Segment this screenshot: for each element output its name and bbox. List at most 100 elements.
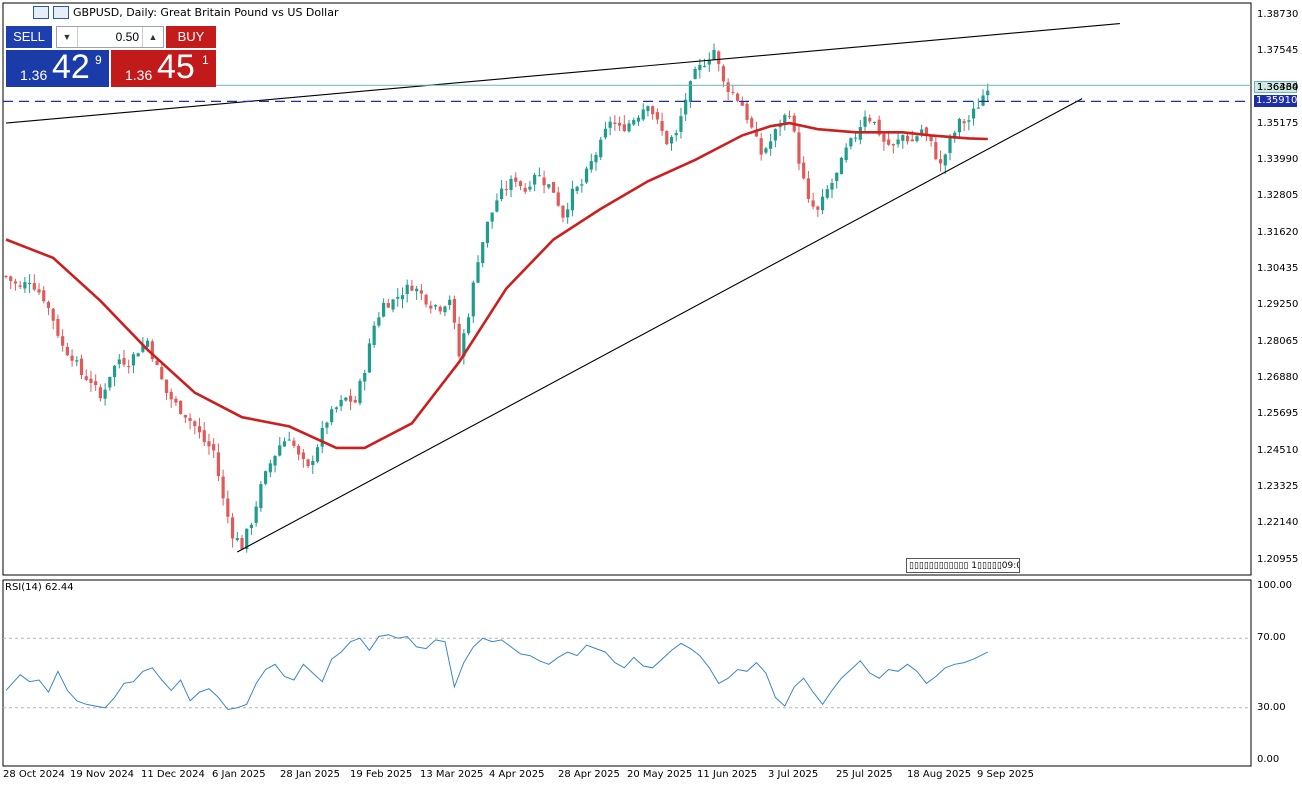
candle-body (665, 130, 669, 145)
candle-body (622, 124, 626, 132)
candle-body (636, 117, 641, 122)
x-tick-label: 28 Jan 2025 (280, 769, 340, 780)
y-tick-label: 1.22140 (1257, 517, 1299, 529)
bid-price-display[interactable]: 1.36 42 9 (6, 48, 109, 87)
candle-body (344, 397, 348, 401)
x-tick-label: 18 Aug 2025 (907, 769, 972, 780)
candle-body (136, 353, 140, 357)
lot-size-stepper[interactable]: ▼ 0.50 ▲ (56, 26, 164, 48)
candle-body (485, 221, 490, 243)
candle-body (962, 121, 966, 124)
candle-body (561, 205, 565, 218)
buy-button[interactable]: BUY (166, 26, 216, 48)
trendline-2[interactable] (237, 98, 1083, 553)
candle-body (736, 93, 740, 101)
rsi-pane-border (2, 579, 1252, 767)
candle-body (396, 296, 400, 299)
candle-body (660, 121, 664, 131)
candle-body (533, 174, 537, 185)
time-flag: ▯▯▯▯▯▯▯▯▯▯▯▯ 1▯▯▯▯▯09:00 (906, 558, 1020, 573)
candle-body (924, 127, 928, 136)
candle-body (23, 282, 27, 289)
candle-body (254, 506, 258, 523)
candle-body (972, 108, 976, 119)
lot-decrease-icon[interactable]: ▼ (57, 27, 78, 47)
candle-body (688, 81, 692, 102)
chart-menu-icon[interactable] (33, 5, 49, 19)
y-tick-label: 1.28065 (1257, 335, 1299, 347)
candle-body (608, 121, 612, 128)
candle-body (18, 285, 22, 287)
indicator-list-icon[interactable] (53, 5, 69, 19)
candle-body (495, 200, 499, 212)
candle-body (363, 373, 367, 382)
candle-body (287, 439, 291, 441)
candle-body (207, 441, 211, 447)
price-pane-border (2, 2, 1252, 576)
candle-body (514, 177, 518, 182)
candle-body (877, 119, 881, 135)
y-tick-label: 1.20955 (1257, 553, 1299, 565)
candle-body (797, 132, 801, 164)
y-tick-label: 1.37545 (1257, 45, 1299, 57)
candle-body (61, 336, 65, 346)
candle-body (9, 276, 13, 281)
candle-body (419, 290, 423, 294)
candle-body (849, 138, 853, 147)
candle-body (523, 187, 527, 192)
candle-body (448, 299, 452, 306)
candle-body (740, 101, 744, 106)
y-tick-label: 1.35175 (1257, 117, 1299, 129)
lot-increase-icon[interactable]: ▲ (142, 27, 163, 47)
candle-body (98, 387, 102, 399)
candle-body (367, 343, 372, 373)
candle-body (627, 123, 631, 132)
sell-button[interactable]: SELL (6, 26, 52, 48)
candle-body (566, 209, 570, 218)
candle-body (164, 379, 169, 393)
ask-price-display[interactable]: 1.36 45 1 (111, 48, 216, 87)
candle-body (726, 82, 730, 92)
candle-body (929, 134, 933, 141)
candle-body (632, 120, 636, 125)
candle-body (65, 346, 69, 356)
candle-body (410, 285, 414, 291)
price-plot[interactable] (3, 22, 1251, 553)
candle-body (112, 365, 117, 378)
current-price-tag: 1.36434 (1254, 81, 1298, 93)
candle-body (75, 360, 79, 362)
candle-body (802, 162, 806, 179)
candle-body (854, 137, 858, 139)
candle-body (976, 107, 980, 109)
candle-body (297, 445, 301, 455)
candle-body (882, 133, 886, 142)
candle-body (230, 517, 235, 539)
candle-body (920, 129, 924, 136)
candle-body (769, 141, 773, 149)
candle-body (915, 136, 919, 142)
candle-body (197, 426, 202, 433)
candle-body (891, 143, 895, 146)
candle-body (868, 117, 872, 122)
candle-body (721, 66, 726, 82)
x-tick-label: 19 Nov 2024 (70, 769, 135, 780)
candle-body (820, 196, 825, 211)
candle-body (759, 138, 763, 155)
candle-body (551, 181, 556, 193)
candle-body (117, 359, 121, 365)
x-tick-label: 3 Jul 2025 (768, 769, 819, 780)
candle-body (131, 354, 136, 366)
candle-body (778, 125, 782, 128)
trendline-1[interactable] (5, 22, 1120, 124)
rsi-label: RSI(14) 62.44 (5, 582, 74, 593)
lot-size-input[interactable]: 0.50 (115, 30, 139, 44)
candle-body (259, 484, 263, 509)
candle-body (103, 389, 107, 399)
candle-body (547, 184, 551, 188)
candle-body (938, 159, 943, 164)
candle-body (278, 445, 282, 456)
candle-body (754, 129, 759, 137)
candle-body (825, 189, 829, 198)
candle-body (462, 333, 466, 357)
